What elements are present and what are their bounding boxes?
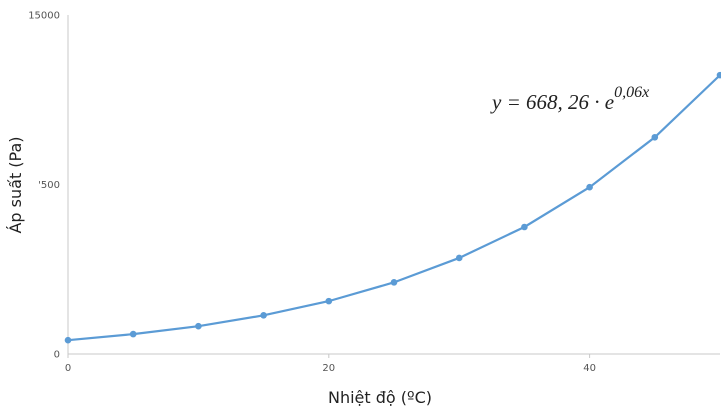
equation-exponent: 0,06x [614,84,649,101]
data-point [716,71,721,79]
data-point [586,183,593,191]
x-tick-label: 0 [65,363,71,374]
data-point [129,330,137,338]
y-tick-label: '500 [38,180,60,191]
data-point [455,254,463,262]
data-point [195,322,202,330]
equation-base: y = 668, 26 · e [490,90,614,114]
data-point [260,312,267,319]
y-tick-label: 15000 [28,11,60,22]
x-axis-title: Nhiệt độ (ºC) [328,388,432,407]
data-point [651,133,659,141]
data-point [390,279,398,286]
x-tick-labels: 0 20 40 [65,354,596,374]
y-tick-label: 0 [54,350,60,361]
x-tick-label: 20 [322,363,335,374]
trendline-curve [67,74,721,342]
x-tick-label: 40 [583,363,596,374]
data-point [325,297,333,305]
axes [67,15,720,355]
data-point [64,336,72,344]
data-point [521,223,528,231]
y-tick-labels: 0 '500 15000 [28,11,60,361]
trendline-equation: y = 668, 26 · e0,06x [490,84,649,114]
y-axis-title: Áp suất (Pa) [6,136,25,233]
data-points [64,71,721,344]
